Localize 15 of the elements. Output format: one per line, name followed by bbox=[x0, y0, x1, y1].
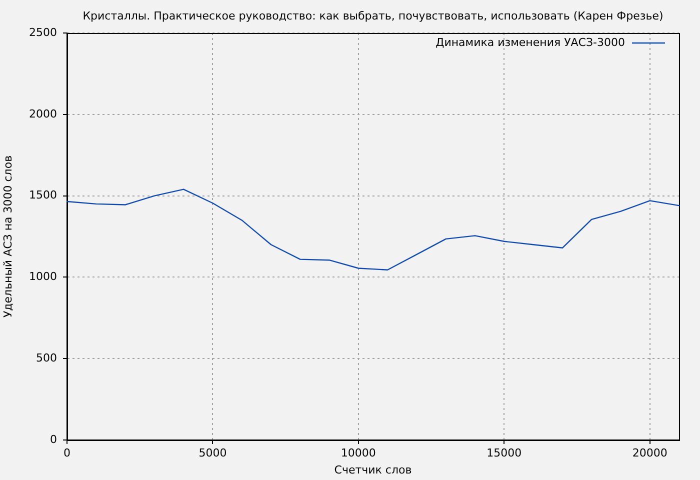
y-tick-label: 2500 bbox=[29, 26, 57, 39]
x-tick-label: 5000 bbox=[198, 446, 227, 460]
y-tick-label: 500 bbox=[36, 351, 57, 364]
x-tick-label: 10000 bbox=[340, 446, 376, 460]
x-tick-label: 0 bbox=[64, 446, 70, 460]
y-tick-label: 2000 bbox=[29, 107, 57, 120]
y-tick-label: 1500 bbox=[29, 188, 57, 202]
legend-label: Динамика изменения УАСЗ-3000 bbox=[436, 36, 625, 49]
x-tick-label: 20000 bbox=[632, 446, 668, 460]
chart-title: Кристаллы. Практическое руководство: как выбрать, почувствовать, использовать (Карен Фрезье) bbox=[82, 9, 664, 22]
x-axis-title: Счетчик слов bbox=[334, 463, 412, 476]
y-axis-title: Удельный АСЗ на 3000 слов bbox=[1, 155, 14, 318]
y-tick-label: 0 bbox=[50, 432, 57, 446]
x-tick-label: 15000 bbox=[486, 446, 522, 460]
y-tick-label: 1000 bbox=[29, 270, 57, 284]
